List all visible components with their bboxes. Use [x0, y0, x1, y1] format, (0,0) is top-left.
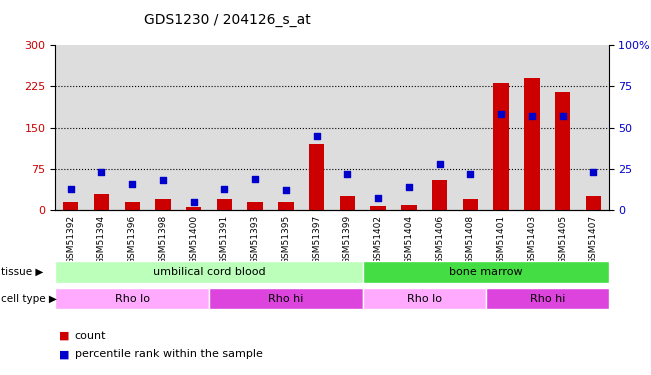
Bar: [309, 144, 324, 210]
Point: [311, 133, 322, 139]
Bar: [401, 204, 417, 210]
Point: [219, 186, 230, 192]
Text: bone marrow: bone marrow: [449, 267, 523, 277]
Text: ■: ■: [59, 350, 69, 359]
Text: umbilical cord blood: umbilical cord blood: [153, 267, 266, 277]
Point: [404, 184, 414, 190]
Bar: [278, 202, 294, 210]
Point: [373, 195, 383, 201]
Bar: [586, 196, 601, 210]
Bar: [432, 180, 447, 210]
Text: cell type ▶: cell type ▶: [1, 294, 57, 303]
Text: ■: ■: [59, 331, 69, 340]
Point: [281, 187, 291, 193]
Bar: [463, 199, 478, 210]
Bar: [493, 84, 509, 210]
Bar: [247, 202, 263, 210]
Point: [96, 169, 107, 175]
Point: [496, 111, 506, 117]
Point: [527, 113, 537, 119]
Point: [250, 176, 260, 181]
Bar: [340, 196, 355, 210]
Text: Rho lo: Rho lo: [115, 294, 150, 303]
Point: [434, 161, 445, 167]
Point: [158, 177, 168, 183]
Text: percentile rank within the sample: percentile rank within the sample: [75, 350, 263, 359]
Bar: [217, 199, 232, 210]
Text: tissue ▶: tissue ▶: [1, 267, 43, 277]
Point: [342, 171, 353, 177]
Point: [127, 181, 137, 187]
Text: Rho lo: Rho lo: [407, 294, 442, 303]
Bar: [94, 194, 109, 210]
Point: [465, 171, 475, 177]
Text: Rho hi: Rho hi: [268, 294, 303, 303]
Point: [557, 113, 568, 119]
Text: Rho hi: Rho hi: [529, 294, 565, 303]
Bar: [124, 202, 140, 210]
Text: count: count: [75, 331, 106, 340]
Bar: [555, 92, 570, 210]
Bar: [63, 202, 78, 210]
Bar: [524, 78, 540, 210]
Text: GDS1230 / 204126_s_at: GDS1230 / 204126_s_at: [145, 13, 311, 27]
Point: [588, 169, 598, 175]
Point: [189, 199, 199, 205]
Bar: [370, 206, 386, 210]
Bar: [186, 207, 201, 210]
Bar: [155, 199, 171, 210]
Point: [66, 186, 76, 192]
